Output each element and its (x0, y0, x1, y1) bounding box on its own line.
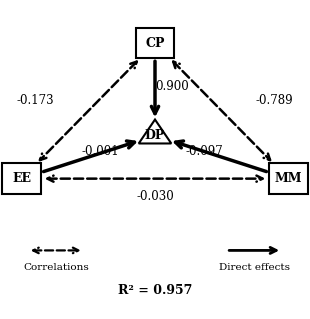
FancyBboxPatch shape (136, 28, 174, 58)
Text: R² = 0.957: R² = 0.957 (118, 284, 192, 297)
Text: -0.097: -0.097 (186, 145, 224, 158)
Text: Correlations: Correlations (23, 263, 89, 272)
Text: -0.173: -0.173 (17, 94, 55, 107)
FancyBboxPatch shape (2, 163, 41, 194)
FancyBboxPatch shape (269, 163, 308, 194)
Polygon shape (139, 120, 171, 144)
Text: CP: CP (145, 37, 165, 49)
Text: 0.900: 0.900 (155, 80, 189, 93)
Text: EE: EE (12, 172, 31, 185)
Text: Direct effects: Direct effects (219, 263, 290, 272)
Text: DP: DP (145, 129, 165, 142)
Text: MM: MM (275, 172, 302, 185)
Text: -0.001: -0.001 (82, 145, 120, 158)
Text: -0.789: -0.789 (255, 94, 293, 107)
Text: -0.030: -0.030 (136, 190, 174, 203)
